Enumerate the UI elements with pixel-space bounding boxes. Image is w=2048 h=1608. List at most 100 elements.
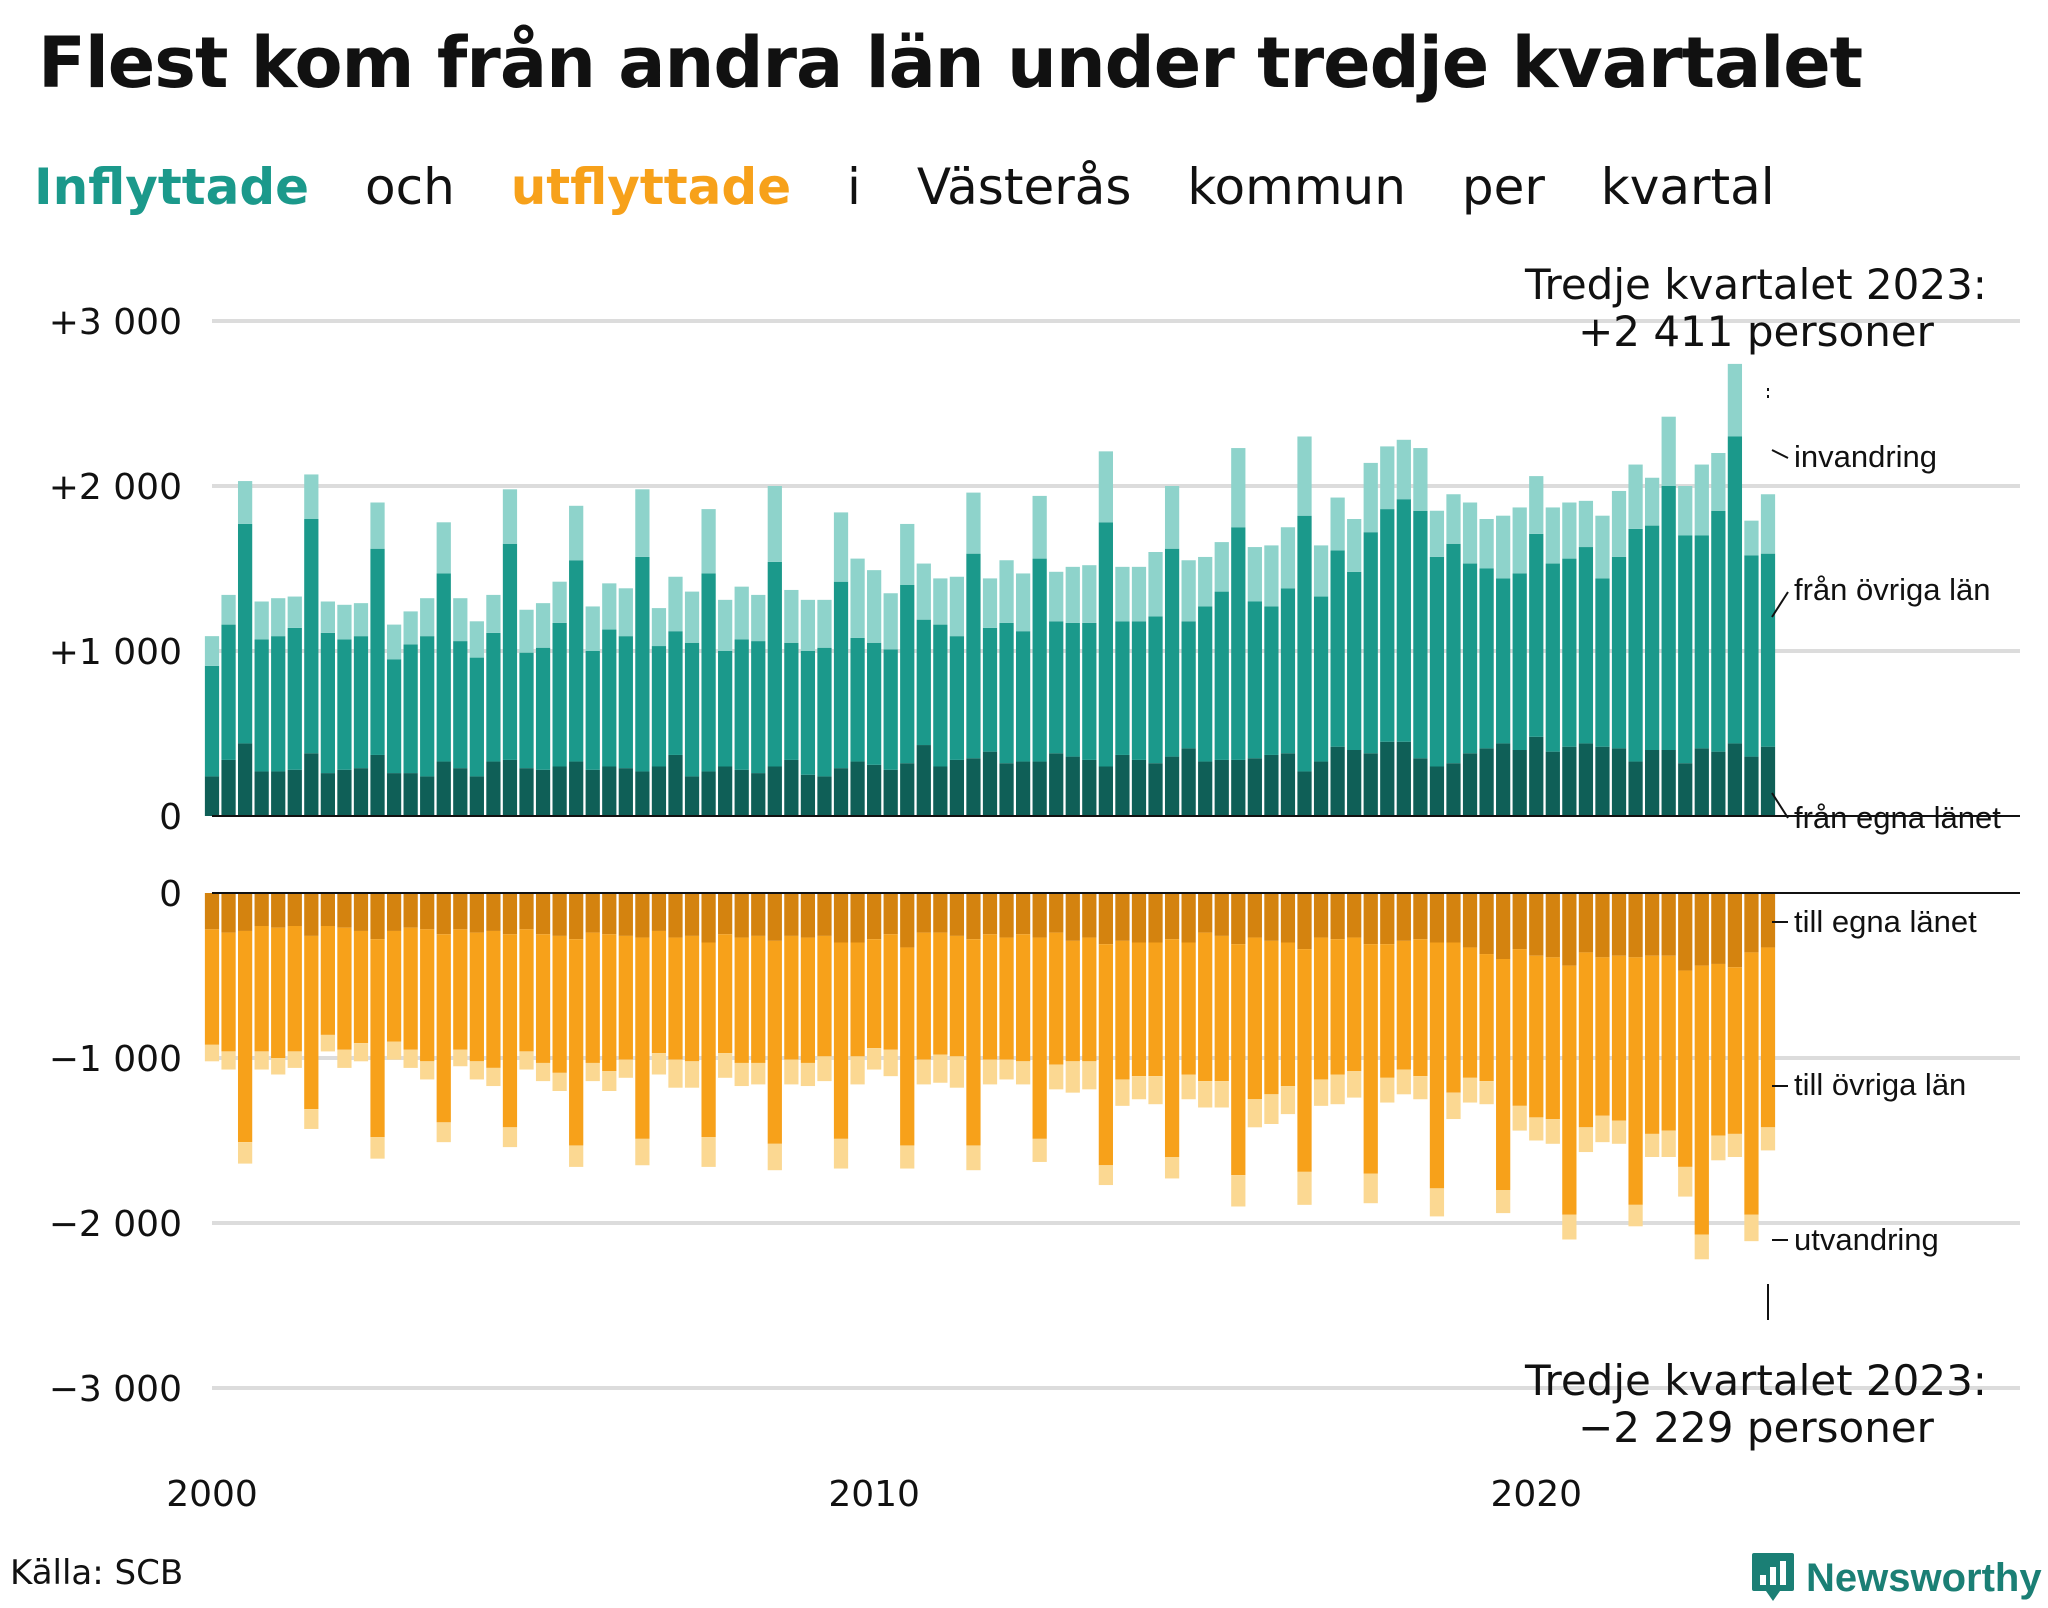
bar-inflyttade-segment [1562,746,1577,816]
bar-inflyttade-segment [1032,495,1047,559]
bar-inflyttade-segment [1363,753,1378,816]
bar-utflyttade-segment [436,1122,451,1143]
bar-inflyttade-segment [949,576,965,637]
bar-utflyttade-segment [1760,947,1776,1128]
bar-utflyttade-segment [204,893,220,930]
bar-utflyttade-segment [469,893,484,933]
bar-inflyttade-segment [1015,573,1031,632]
bar-utflyttade-segment [320,926,335,1035]
bar-inflyttade-segment [254,601,269,640]
bar-utflyttade-segment [1446,942,1461,1093]
bar-utflyttade-segment [353,1043,369,1062]
bar-inflyttade-segment [883,769,898,816]
bar-utflyttade-segment [403,927,418,1050]
bar-inflyttade-segment [1645,750,1660,816]
bar-inflyttade-segment [1098,451,1113,523]
annotation-top-line1: Tredje kvartalet 2023: [1524,260,1987,309]
bar-inflyttade-segment [1214,591,1229,760]
bar-utflyttade-segment [552,935,567,1073]
bar-utflyttade-segment [1628,957,1643,1205]
bar-utflyttade-segment [800,893,816,938]
y-tick-label: +3 000 [49,302,182,343]
bar-inflyttade-segment [1496,578,1511,744]
bar-inflyttade-segment [254,639,269,772]
bar-inflyttade-segment [651,766,667,816]
bar-inflyttade-segment [1380,446,1395,510]
bar-utflyttade-segment [1578,952,1594,1128]
bar-utflyttade-segment [1231,1175,1246,1207]
bar-utflyttade-segment [817,893,832,936]
bar-inflyttade-segment [1280,753,1296,816]
bar-utflyttade-segment [221,893,236,933]
bar-utflyttade-segment [1694,893,1709,966]
bar-utflyttade-segment [1529,893,1544,956]
bar-utflyttade-segment [469,1061,484,1080]
bar-utflyttade-segment [1363,893,1378,945]
bar-inflyttade-segment [1429,556,1445,767]
bar-utflyttade-segment [1628,893,1643,958]
bar-inflyttade-segment [784,589,799,643]
bar-inflyttade-segment [535,769,551,816]
bar-inflyttade-segment [1065,566,1080,623]
newsworthy-logo[interactable]: Newsworthy [1750,1548,2042,1608]
bar-inflyttade-segment [1015,631,1031,762]
bar-inflyttade-segment [1446,763,1461,816]
bar-inflyttade-segment [552,622,567,767]
bar-inflyttade-segment [1347,519,1362,572]
bar-utflyttade-segment [701,893,716,943]
bar-utflyttade-segment [850,893,865,943]
bar-inflyttade-segment [1744,555,1759,757]
bar-utflyttade-segment [867,939,882,1049]
bar-inflyttade-segment [1429,510,1445,557]
bar-inflyttade-segment [999,622,1014,764]
bar-inflyttade-segment [353,603,369,637]
newsworthy-logo-icon [1752,1553,1794,1601]
bar-inflyttade-segment [718,599,733,651]
bar-utflyttade-segment [1595,957,1610,1116]
bar-utflyttade-segment [1496,1190,1511,1214]
bar-inflyttade-segment [1380,509,1395,742]
bar-utflyttade-segment [602,893,617,935]
bar-utflyttade-segment [1496,959,1511,1190]
bar-inflyttade-segment [585,769,600,816]
bar-inflyttade-segment [684,591,700,643]
bar-inflyttade-segment [1115,566,1130,622]
bar-inflyttade-segment [353,768,369,816]
bar-utflyttade-segment [999,893,1014,938]
bar-utflyttade-segment [618,893,633,936]
bar-inflyttade-segment [1065,622,1080,757]
bar-inflyttade-segment [486,632,501,762]
bar-utflyttade-segment [304,1109,319,1129]
bar-inflyttade-segment [1082,759,1097,816]
subtitle-word: Västerås [916,158,1132,216]
bar-utflyttade-segment [1247,1099,1262,1128]
series-label: till övriga län [1794,1067,1966,1102]
bar-utflyttade-segment [1479,954,1494,1082]
bar-inflyttade-segment [1049,621,1064,754]
chart-title: Flest kom från andra län under tredje kv… [38,22,1863,104]
bar-inflyttade-segment [1595,746,1610,816]
bar-utflyttade-segment [386,1041,402,1060]
bar-inflyttade-segment [1496,515,1511,579]
subtitle-och: och [365,158,455,216]
bar-utflyttade-segment [883,893,898,935]
y-tick-label: 0 [159,797,182,838]
subtitle-word: i [847,158,861,216]
bar-utflyttade-segment [916,893,931,933]
bar-utflyttade-segment [1380,893,1395,945]
bar-inflyttade-segment [751,594,766,642]
bar-inflyttade-segment [1363,462,1378,533]
bar-inflyttade-segment [635,771,650,816]
bar-inflyttade-segment [751,641,766,774]
bar-inflyttade-segment [1313,761,1329,816]
bar-utflyttade-segment [535,893,551,935]
bar-utflyttade-segment [1429,942,1445,1189]
bar-utflyttade-segment [1082,893,1097,938]
bar-inflyttade-segment [767,766,782,816]
bar-inflyttade-segment [287,596,302,628]
bar-inflyttade-segment [966,492,981,554]
bar-utflyttade-segment [204,1044,220,1062]
bar-utflyttade-segment [684,893,700,936]
bar-utflyttade-segment [767,893,782,941]
bar-inflyttade-segment [635,556,650,772]
